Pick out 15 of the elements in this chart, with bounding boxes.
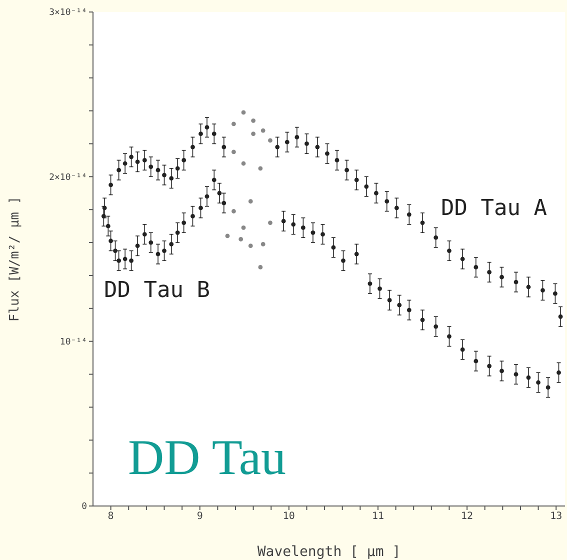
x-tick-label: 13 (550, 511, 562, 522)
series-label: DD Tau A (441, 196, 547, 221)
y-tick-label: 2×10⁻¹⁴ (49, 172, 87, 183)
y-tick-label: 10⁻¹⁴ (60, 338, 87, 348)
x-tick-label: 12 (461, 511, 474, 522)
x-tick-label: 11 (372, 511, 384, 522)
text: DD Tau (128, 428, 286, 486)
x-tick-label: 9 (196, 511, 203, 522)
y-tick-label: 3×10⁻¹⁴ (49, 8, 87, 18)
x-tick-label: 8 (108, 511, 114, 522)
y-axis-title: Flux [W/m²/ µm ] (8, 196, 23, 322)
x-tick-label: 10 (282, 511, 295, 522)
y-tick-label: 0 (82, 502, 87, 512)
series-label: DD Tau B (104, 278, 210, 303)
x-axis-title: Wavelength [ µm ] (257, 544, 401, 560)
